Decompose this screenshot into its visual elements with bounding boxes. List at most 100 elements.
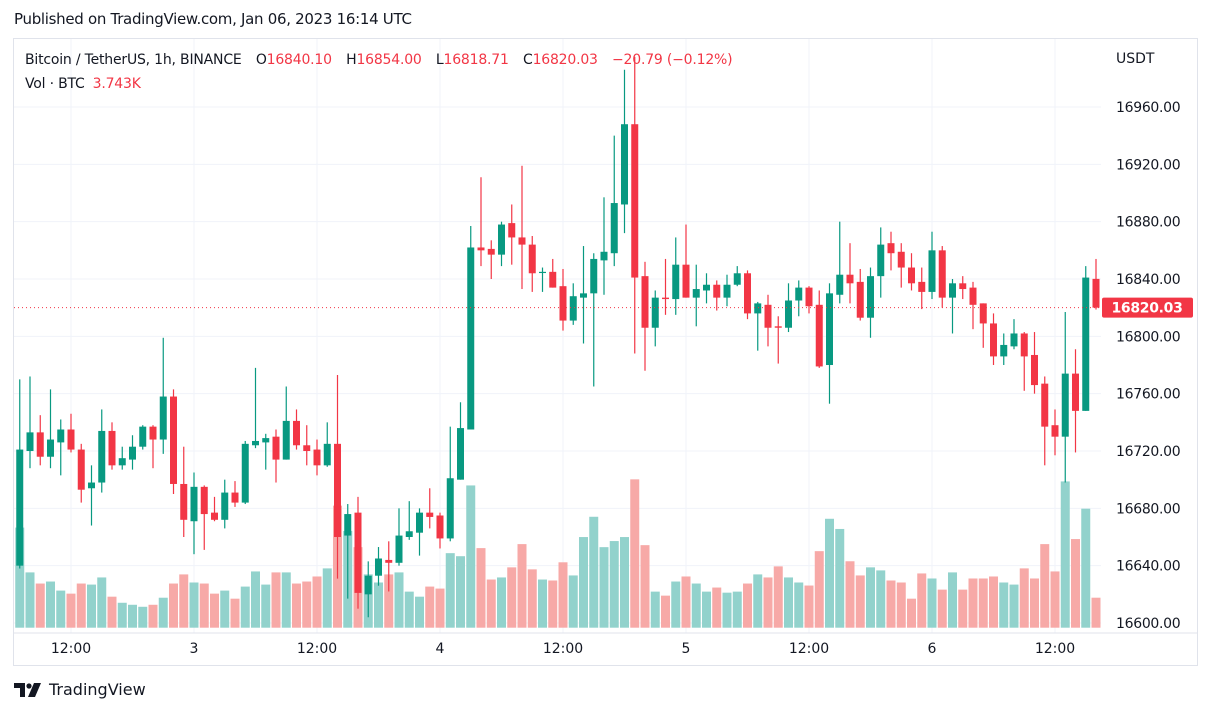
price-tick-label: 16760.00 — [1116, 387, 1180, 403]
volume-bar — [896, 582, 906, 628]
candle — [303, 425, 311, 466]
candle — [897, 243, 905, 288]
volume-bar — [107, 596, 117, 628]
candle — [918, 267, 926, 310]
candle — [211, 496, 218, 522]
candle — [385, 541, 393, 592]
candle — [129, 435, 136, 470]
volume-bar — [35, 583, 45, 628]
candle-body — [641, 276, 649, 328]
candle — [1092, 258, 1100, 310]
candle — [528, 236, 536, 292]
candle-body — [88, 482, 95, 489]
volume-bar — [466, 485, 476, 628]
last-price-label: 16820.03 — [1111, 301, 1182, 317]
candle-body — [262, 438, 270, 443]
candle-body — [375, 558, 382, 576]
candle — [754, 301, 762, 351]
candle-body — [908, 267, 915, 284]
volume-bar — [661, 595, 670, 628]
volume-bar — [87, 584, 96, 628]
candle — [621, 69, 628, 234]
candle-body — [364, 575, 372, 595]
candle-body — [170, 396, 177, 484]
candle-body — [477, 247, 485, 251]
candle — [713, 280, 721, 311]
candle-body — [744, 273, 751, 314]
volume-bar — [1050, 571, 1060, 628]
candle-body — [826, 293, 833, 366]
candle-body — [67, 429, 75, 450]
candle — [815, 290, 823, 368]
candle-body — [231, 492, 239, 503]
tradingview-logo-text: TradingView — [49, 680, 146, 699]
volume-bar — [1009, 584, 1019, 628]
time-tick-label: 12:00 — [789, 641, 829, 657]
candle-body — [846, 274, 854, 284]
volume-bar — [814, 551, 824, 628]
candle — [1041, 376, 1049, 466]
candle-body — [969, 287, 977, 305]
tradingview-logo[interactable]: TradingView — [14, 680, 146, 699]
candle — [108, 422, 116, 470]
ohlc-legend-row: Bitcoin / TetherUS, 1h, BINANCE O16840.1… — [25, 50, 733, 74]
price-axis: USDT 16600.00 16640.00 16680.00 16720.00 1676… — [1102, 51, 1193, 632]
low-label: L — [435, 52, 444, 68]
symbol-title[interactable]: Bitcoin / TetherUS, 1h, BINANCE — [25, 52, 242, 68]
candle-body — [990, 323, 997, 357]
volume-bar — [958, 589, 968, 628]
volume-bar — [558, 562, 568, 628]
candle — [959, 276, 967, 300]
candle-body — [959, 283, 967, 290]
candle — [262, 433, 270, 470]
candlestick-chart[interactable]: USDT 16600.00 16640.00 16680.00 16720.00 1676… — [14, 39, 1197, 665]
candle-body — [631, 124, 639, 278]
candle-body — [692, 289, 700, 298]
candle — [662, 258, 669, 315]
candle — [231, 481, 239, 507]
volume-bar — [322, 568, 332, 628]
candle — [949, 279, 956, 334]
candle — [805, 286, 813, 314]
volume-bar — [66, 593, 76, 628]
candle — [252, 367, 259, 449]
candle-body — [672, 264, 680, 300]
candle-body — [559, 286, 567, 321]
candle — [774, 316, 782, 364]
volume-bar — [507, 567, 517, 628]
volume-bar — [804, 585, 814, 628]
candle-body — [282, 420, 290, 460]
volume-bar — [302, 581, 312, 628]
volume-label[interactable]: Vol · BTC — [25, 76, 85, 92]
chart-frame[interactable]: USDT 16600.00 16640.00 16680.00 16720.00 1676… — [13, 38, 1198, 666]
volume-bar — [579, 537, 588, 628]
candle — [293, 409, 300, 450]
candle — [375, 547, 382, 586]
volume-bar — [599, 547, 609, 628]
candle-body — [703, 284, 710, 291]
time-tick-label: 12:00 — [543, 641, 583, 657]
candle-body — [887, 243, 895, 254]
candle-body — [815, 304, 823, 367]
candle — [928, 231, 936, 300]
volume-bar — [1030, 578, 1039, 628]
volume-bar — [999, 582, 1009, 628]
tradingview-logo-icon — [14, 682, 41, 697]
candle-body — [98, 430, 106, 483]
candle — [1000, 333, 1008, 366]
volume-bar — [794, 582, 804, 628]
volume-bar — [292, 583, 301, 628]
candle-body — [108, 430, 116, 466]
candle — [1031, 332, 1038, 394]
close-label: C — [522, 52, 533, 68]
candle-body — [241, 443, 249, 503]
candle-body — [610, 203, 618, 254]
candle — [785, 283, 792, 333]
volume-bar — [589, 516, 599, 628]
candle-body — [836, 274, 844, 295]
volume-bar — [25, 572, 35, 628]
candle — [795, 280, 803, 317]
candle-body — [539, 271, 546, 274]
volume-bar — [835, 528, 845, 628]
volume-bar — [548, 580, 558, 628]
